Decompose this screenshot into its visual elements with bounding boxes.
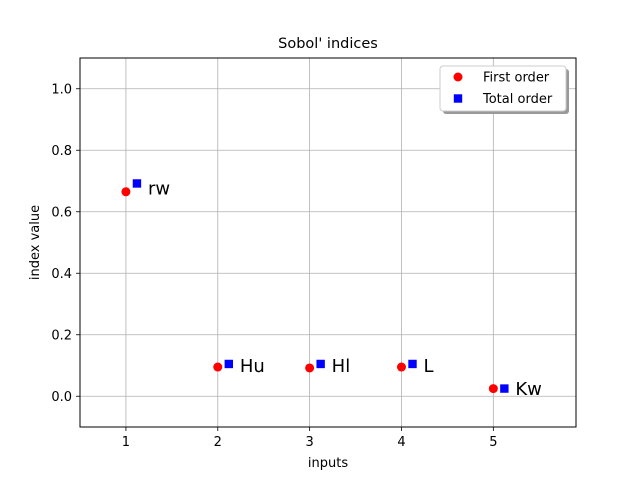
- grid: [80, 58, 576, 427]
- x-tick-label: 2: [214, 435, 222, 450]
- x-tick-label: 3: [305, 435, 313, 450]
- x-tick-label: 4: [397, 435, 405, 450]
- point-label: L: [424, 356, 434, 377]
- x-tick-label: 5: [489, 435, 497, 450]
- y-tick-label: 0.8: [51, 144, 72, 159]
- total-order-point: [316, 359, 325, 369]
- legend-total-order-marker: [453, 94, 463, 103]
- data-marks: [121, 179, 509, 394]
- point-label: Hu: [240, 356, 265, 377]
- total-order-point: [408, 359, 417, 369]
- total-order-point: [132, 179, 142, 188]
- plot-frame: [79, 57, 577, 428]
- point-labels: rw Hu Hl L Kw: [148, 178, 542, 400]
- y-tick-label: 0.0: [51, 390, 72, 405]
- legend: First order Total order: [439, 65, 569, 114]
- y-tick-label: 0.6: [51, 205, 72, 220]
- point-label: Kw: [515, 379, 542, 400]
- total-order-point: [500, 384, 509, 393]
- legend-entry-label: First order: [483, 71, 550, 86]
- point-label: rw: [148, 178, 170, 199]
- first-order-point: [396, 362, 406, 372]
- chart-title: Sobol' indices: [278, 36, 378, 52]
- legend-first-order-marker: [453, 72, 463, 82]
- y-tick-label: 1.0: [51, 82, 72, 97]
- legend-entry-label: Total order: [482, 92, 553, 107]
- first-order-point: [488, 384, 498, 394]
- first-order-point: [121, 187, 131, 197]
- x-axis-label: inputs: [308, 456, 348, 471]
- y-axis-label: index value: [28, 205, 43, 280]
- total-order-point: [224, 359, 233, 369]
- x-tick-label: 1: [122, 435, 130, 450]
- legend-box: [439, 65, 567, 112]
- point-label: Hl: [332, 356, 351, 377]
- first-order-point: [305, 363, 315, 373]
- first-order-point: [213, 362, 223, 372]
- y-tick-label: 0.4: [51, 267, 72, 282]
- y-tick-label: 0.2: [51, 328, 72, 343]
- axis-ticks: 1 2 3 4 5 0.0 0.2 0.4 0.6 0.8 1.0: [51, 82, 497, 450]
